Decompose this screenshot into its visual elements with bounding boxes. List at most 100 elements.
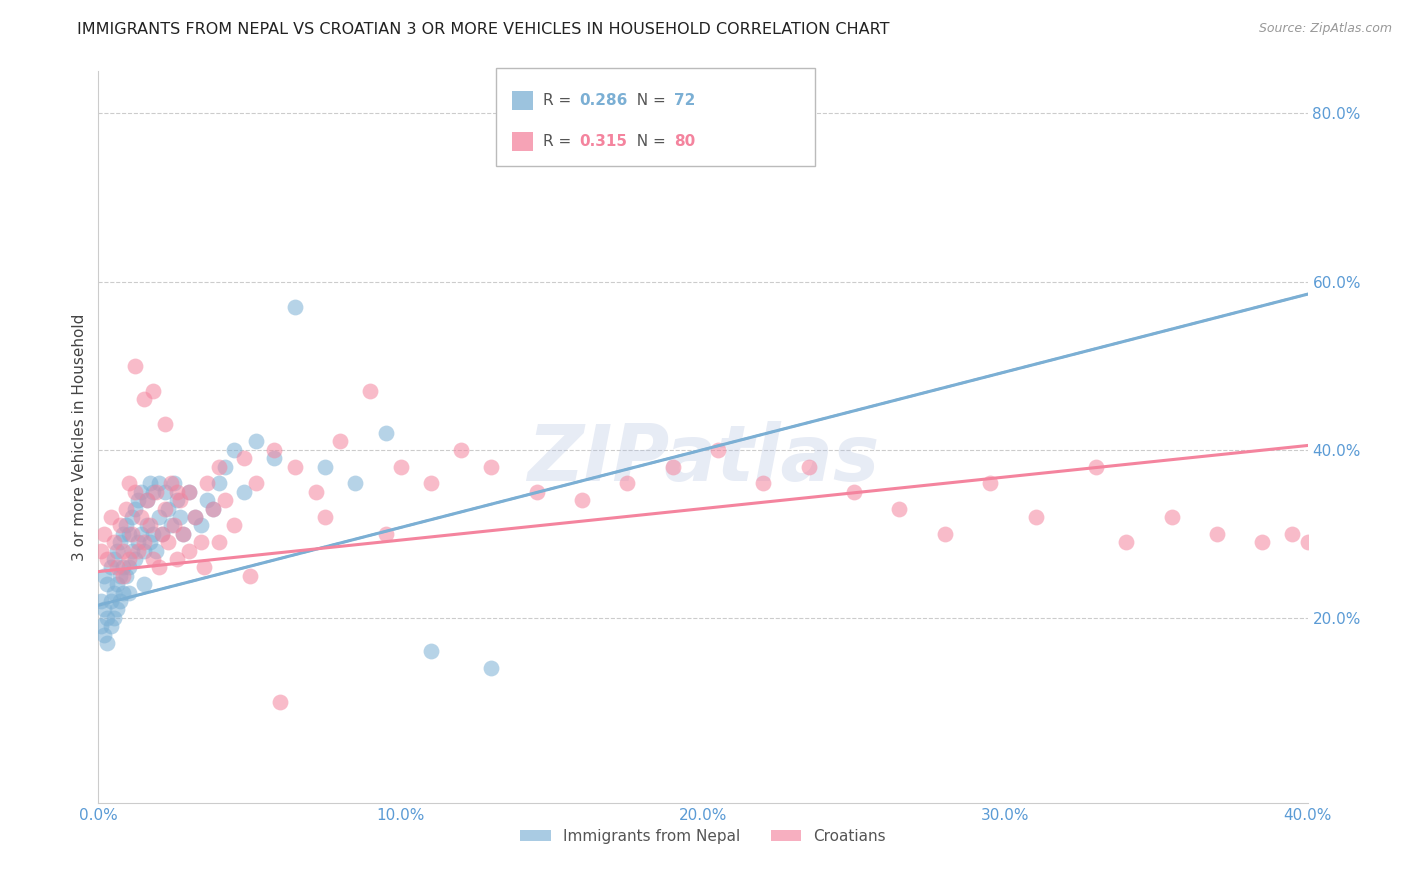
Point	[132, 535, 155, 549]
Point	[232, 484, 254, 499]
Point	[979, 476, 1001, 491]
Point	[93, 627, 115, 641]
Point	[105, 543, 128, 558]
Point	[202, 501, 225, 516]
Point	[193, 560, 215, 574]
Point	[305, 484, 328, 499]
Point	[148, 476, 170, 491]
Point	[224, 518, 246, 533]
Point	[139, 535, 162, 549]
Point	[245, 434, 267, 449]
Point	[1251, 535, 1274, 549]
Point	[284, 300, 307, 314]
Point	[100, 510, 122, 524]
Point	[124, 484, 146, 499]
Point	[121, 543, 143, 558]
Point	[142, 552, 165, 566]
Point	[1024, 510, 1046, 524]
Text: 80: 80	[673, 134, 695, 149]
Point	[263, 451, 285, 466]
Point	[105, 577, 128, 591]
Point	[1281, 526, 1303, 541]
Point	[129, 510, 152, 524]
Point	[526, 484, 548, 499]
Point	[105, 602, 128, 616]
Point	[239, 569, 262, 583]
Text: 72: 72	[673, 93, 695, 108]
Point	[179, 484, 201, 499]
Point	[214, 493, 236, 508]
Point	[153, 484, 176, 499]
Point	[139, 476, 162, 491]
Point	[135, 518, 157, 533]
Point	[420, 644, 443, 658]
Point	[374, 526, 396, 541]
Point	[103, 585, 125, 599]
Text: N =: N =	[627, 93, 671, 108]
Point	[314, 510, 336, 524]
Point	[150, 526, 173, 541]
Point	[661, 459, 683, 474]
Point	[172, 526, 194, 541]
Point	[1085, 459, 1108, 474]
Text: N =: N =	[627, 134, 671, 149]
Text: 0.286: 0.286	[579, 93, 628, 108]
Point	[934, 526, 956, 541]
Text: R =: R =	[543, 134, 576, 149]
Point	[1206, 526, 1229, 541]
Point	[202, 501, 225, 516]
Point	[90, 594, 112, 608]
Point	[139, 518, 162, 533]
Point	[166, 552, 188, 566]
Point	[156, 535, 179, 549]
Point	[184, 510, 207, 524]
Point	[1160, 510, 1182, 524]
Point	[103, 552, 125, 566]
Point	[208, 476, 231, 491]
Point	[263, 442, 285, 457]
Point	[208, 459, 231, 474]
Point	[111, 585, 134, 599]
Point	[111, 560, 134, 574]
Point	[96, 611, 118, 625]
Point	[96, 577, 118, 591]
Point	[118, 560, 141, 574]
Point	[100, 560, 122, 574]
Point	[108, 569, 131, 583]
Legend: Immigrants from Nepal, Croatians: Immigrants from Nepal, Croatians	[515, 822, 891, 850]
Point	[481, 661, 503, 675]
Point	[100, 619, 122, 633]
Point	[889, 501, 911, 516]
Point	[360, 384, 382, 398]
Point	[179, 543, 201, 558]
Point	[156, 501, 179, 516]
Point	[172, 526, 194, 541]
Point	[166, 484, 188, 499]
Point	[129, 484, 152, 499]
Point	[105, 560, 128, 574]
Point	[118, 476, 141, 491]
Point	[844, 484, 866, 499]
Point	[195, 476, 218, 491]
Point	[108, 535, 131, 549]
Point	[96, 636, 118, 650]
Point	[148, 510, 170, 524]
Point	[190, 518, 212, 533]
Point	[481, 459, 503, 474]
Point	[450, 442, 472, 457]
Point	[90, 619, 112, 633]
Point	[142, 384, 165, 398]
Point	[93, 602, 115, 616]
Point	[344, 476, 367, 491]
Point	[135, 493, 157, 508]
Point	[707, 442, 730, 457]
Point	[166, 493, 188, 508]
Point	[108, 594, 131, 608]
Point	[127, 493, 149, 508]
Point	[121, 510, 143, 524]
Y-axis label: 3 or more Vehicles in Household: 3 or more Vehicles in Household	[72, 313, 87, 561]
Point	[100, 594, 122, 608]
Point	[179, 484, 201, 499]
Point	[118, 526, 141, 541]
Point	[169, 493, 191, 508]
